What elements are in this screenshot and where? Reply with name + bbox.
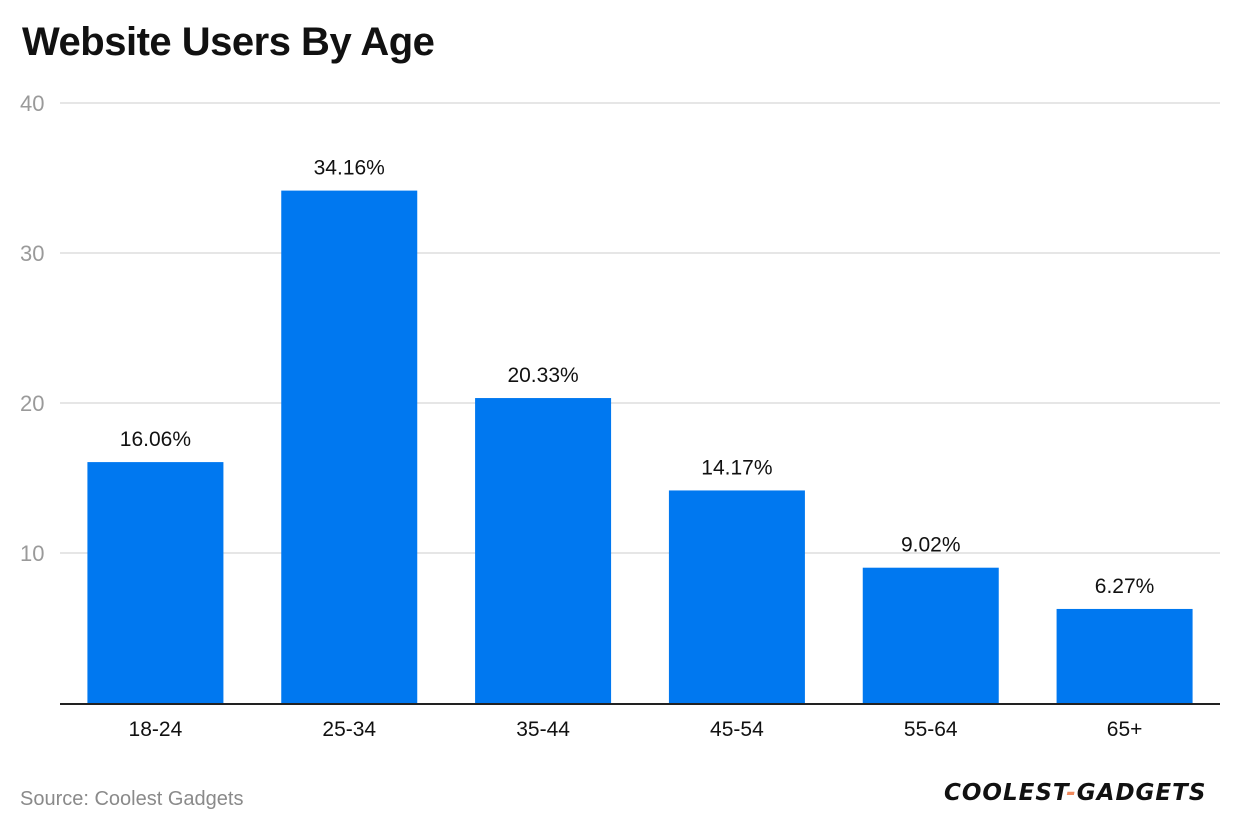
bar-value-label: 9.02%	[901, 534, 961, 557]
y-tick-label: 40	[20, 91, 44, 116]
bar-55-64	[862, 567, 999, 703]
y-tick-label: 20	[20, 391, 44, 416]
y-tick-labels: 10 20 30 40	[20, 91, 44, 566]
bar-25-34	[281, 190, 418, 704]
bar-value-label: 6.27%	[1095, 575, 1155, 598]
x-tick-label: 18-24	[129, 718, 183, 741]
source-note: Source: Coolest Gadgets	[20, 788, 244, 810]
x-tick-label: 65+	[1107, 718, 1143, 741]
brand-logo: COOLEST-GADGETS	[944, 780, 1206, 806]
y-tick-label: 30	[20, 241, 44, 266]
bar-35-44	[475, 398, 612, 703]
bar-value-label: 14.17%	[701, 456, 772, 479]
chart-title: Website Users By Age	[22, 20, 435, 64]
gridlines	[60, 102, 1220, 554]
y-tick-label: 10	[20, 541, 44, 566]
logo-part2: GADGETS	[1076, 780, 1207, 806]
x-tick-label: 45-54	[710, 718, 764, 741]
bars	[87, 190, 1193, 704]
logo-separator: -	[1066, 780, 1077, 806]
bar-65+	[1056, 608, 1193, 703]
bar-value-label: 16.06%	[120, 428, 191, 451]
bar-value-labels: 16.06% 34.16% 20.33% 14.17% 9.02% 6.27%	[120, 157, 1155, 598]
x-tick-labels: 18-24 25-34 35-44 45-54 55-64 65+	[129, 718, 1143, 741]
bar-value-label: 34.16%	[314, 157, 385, 180]
bar-45-54	[668, 490, 805, 703]
x-tick-label: 25-34	[322, 718, 376, 741]
logo-part1: COOLEST	[944, 780, 1067, 806]
x-tick-label: 55-64	[904, 718, 958, 741]
x-tick-label: 35-44	[516, 718, 570, 741]
bar-value-label: 20.33%	[507, 364, 578, 387]
bar-18-24	[87, 462, 224, 703]
